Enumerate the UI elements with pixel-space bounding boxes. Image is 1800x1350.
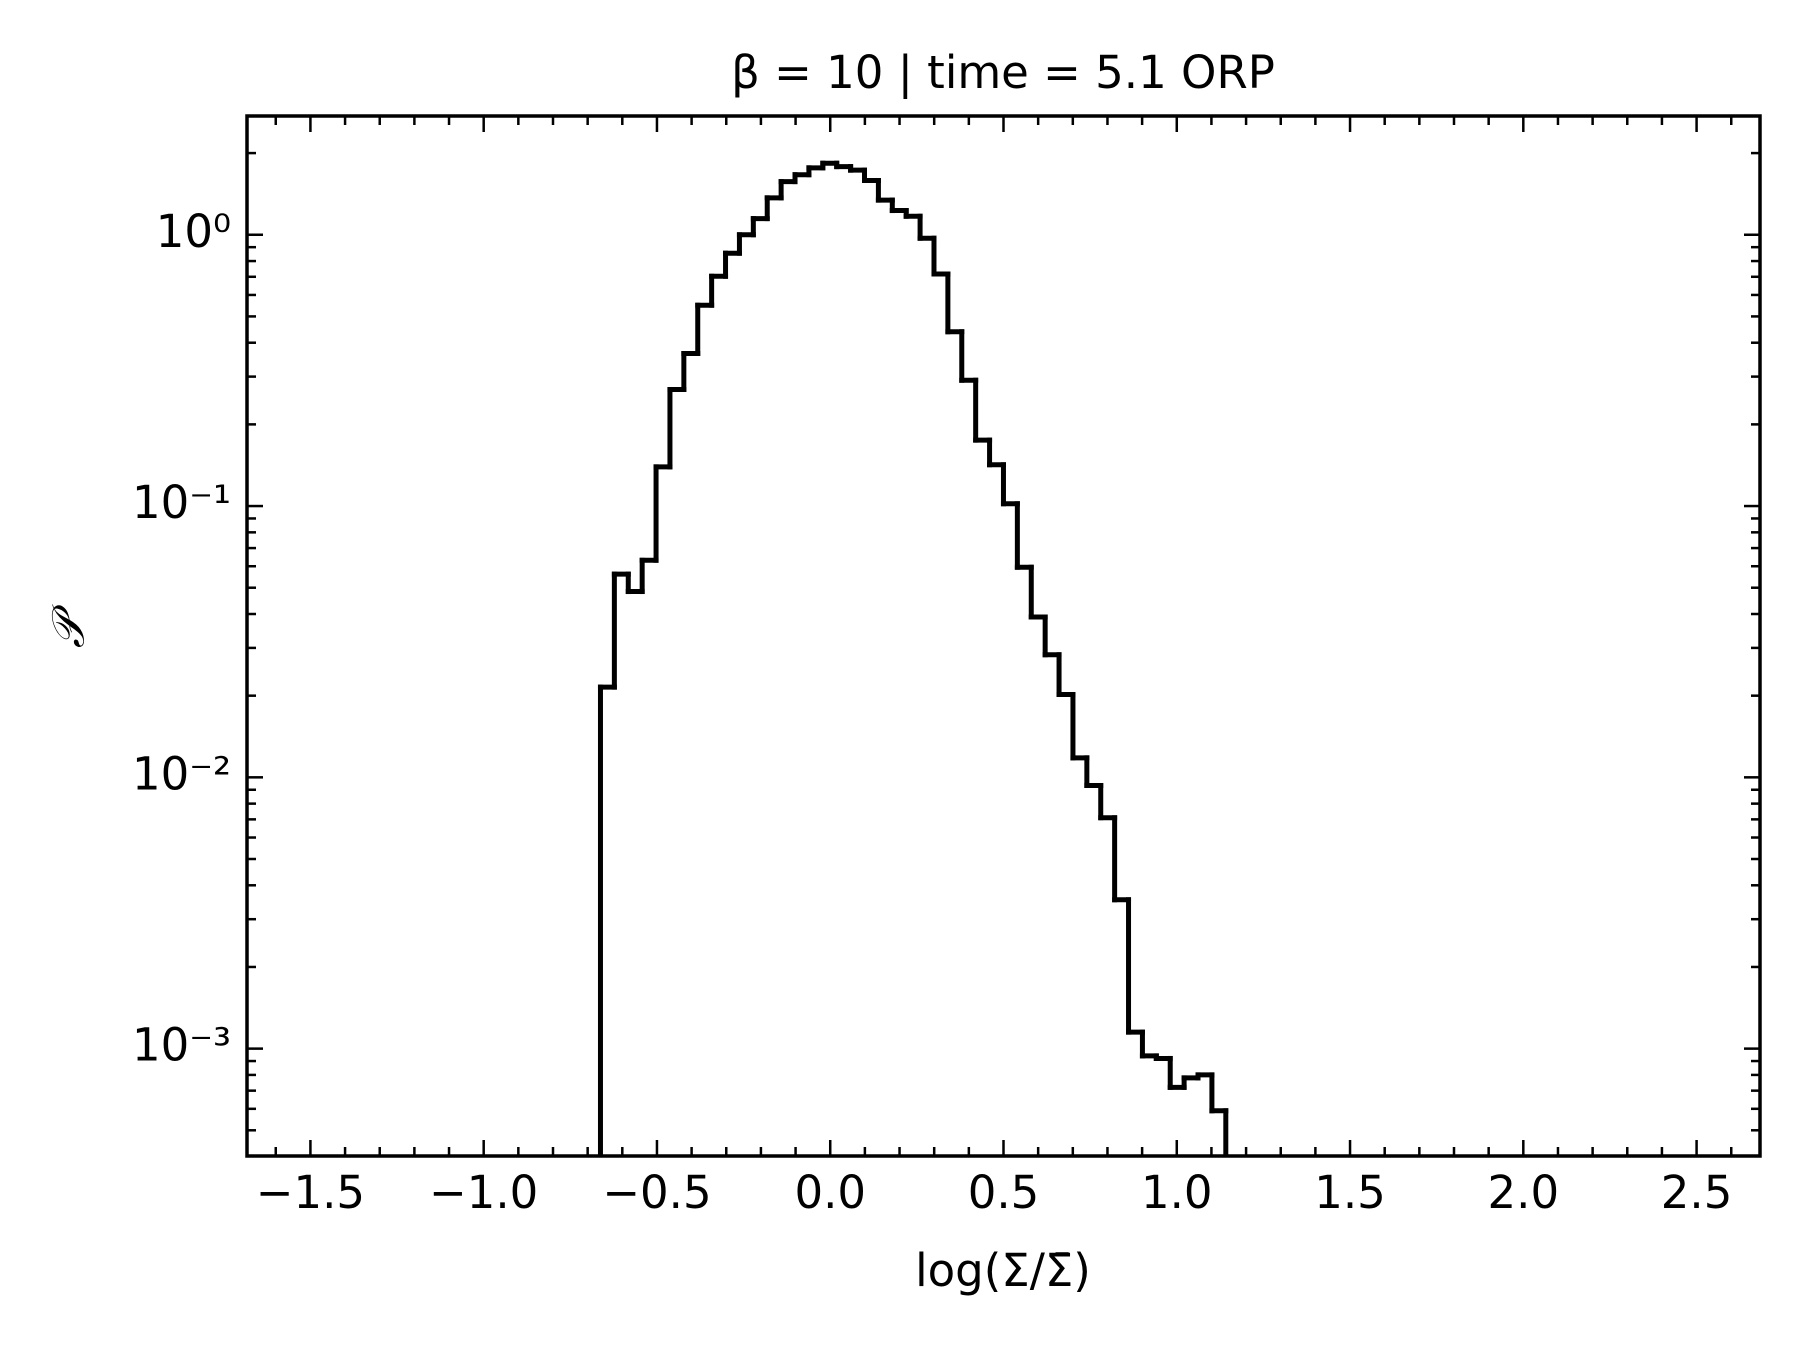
x-tick-label: −1.5 [256,1166,365,1219]
x-tick-label: 0.0 [794,1166,866,1219]
x-tick-label: 2.0 [1488,1166,1560,1219]
x-tick-label: 2.5 [1661,1166,1733,1219]
x-axis-label: log(Σ/Σ̄) [915,1244,1091,1297]
y-tick-label: 10⁻³ [132,1019,231,1072]
y-axis-label: 𝒫 [42,604,95,648]
chart-title: β = 10 | time = 5.1 ORP [731,46,1275,99]
x-tick-label: 0.5 [968,1166,1040,1219]
x-tick-label: 1.5 [1314,1166,1386,1219]
y-tick-label: 10⁻² [132,747,231,800]
plot-frame [245,114,1762,1158]
x-tick-label: 1.0 [1141,1166,1213,1219]
histogram [597,160,1229,1156]
y-tick-label: 10⁻¹ [132,476,231,529]
x-tick-label: −0.5 [602,1166,711,1219]
x-tick-label: −1.0 [429,1166,538,1219]
y-tick-label: 10⁰ [156,205,231,258]
